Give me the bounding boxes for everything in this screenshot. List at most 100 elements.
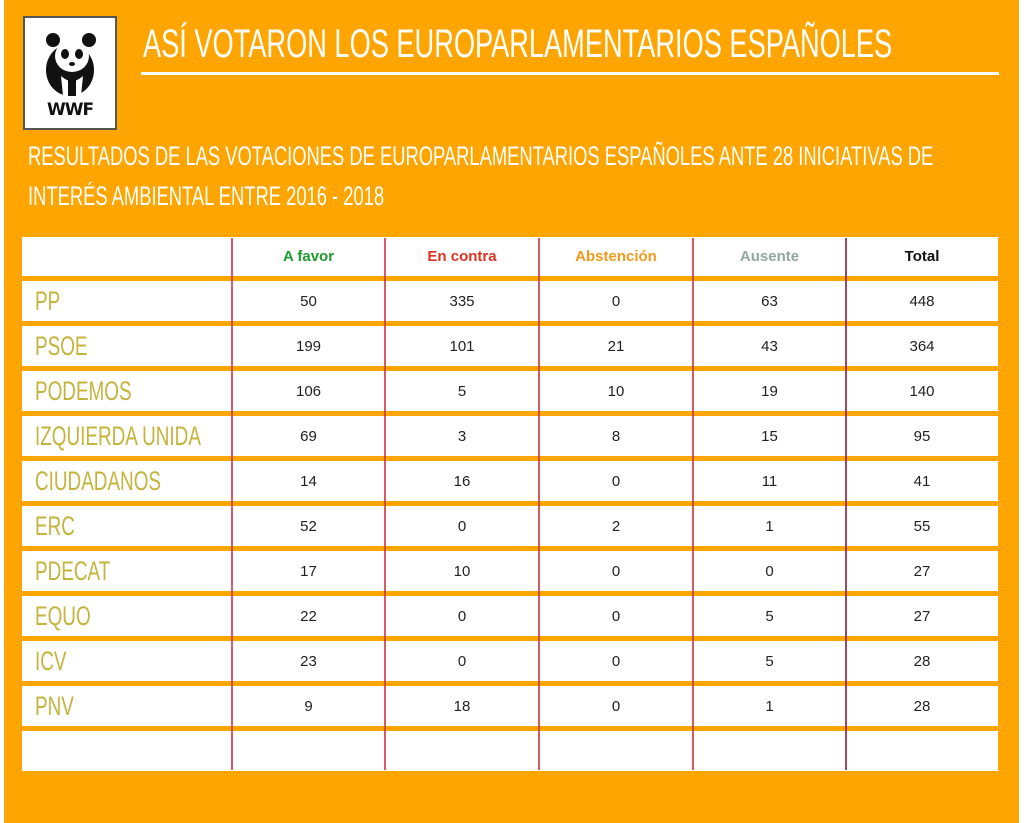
subtitle-line-1: RESULTADOS DE LAS VOTACIONES DE EUROPARL… — [28, 141, 934, 171]
party-name: PSOE — [35, 326, 110, 366]
value-cell: 0 — [611, 472, 621, 490]
value-cell: 5 — [765, 607, 774, 625]
table-row: ERC 52 0 2 1 55 — [22, 506, 998, 546]
party-label: ICV — [35, 645, 67, 676]
column-header: A favor — [282, 248, 335, 265]
value-cell: 0 — [457, 652, 467, 670]
value-cell: 9 — [304, 697, 313, 715]
table-row: PDECAT 17 10 0 0 27 — [22, 551, 998, 591]
column-divider — [845, 238, 847, 770]
value-cell: 335 — [449, 292, 475, 310]
value-cell: 15 — [761, 427, 778, 445]
value-cell: 55 — [913, 517, 931, 535]
value-cell: 2 — [611, 517, 621, 535]
value-cell: 1 — [765, 697, 774, 715]
table-row: PSOE 199 101 21 43 364 — [22, 326, 998, 366]
wwf-logo: WWF — [23, 16, 117, 130]
value-cell: 0 — [611, 562, 621, 580]
value-cell: 199 — [295, 337, 322, 355]
value-cell: 101 — [449, 337, 475, 355]
party-label: PNV — [35, 690, 74, 721]
value-cell: 448 — [909, 292, 935, 310]
panda-icon — [46, 33, 96, 96]
party-name: EQUO — [35, 596, 115, 636]
party-label: PDECAT — [35, 555, 111, 586]
party-label: EQUO — [35, 600, 91, 631]
value-cell: 1 — [765, 517, 774, 535]
value-cell: 5 — [457, 382, 467, 400]
value-cell: 52 — [300, 517, 317, 535]
value-cell: 69 — [300, 427, 317, 445]
value-cell: 28 — [913, 697, 931, 715]
party-name: CIUDADANOS — [35, 461, 215, 501]
value-cell: 0 — [457, 517, 467, 535]
column-divider — [231, 238, 233, 770]
table-row: PNV 9 18 0 1 28 — [22, 686, 998, 726]
table-row: PODEMOS 106 5 10 19 140 — [22, 371, 998, 411]
value-cell: 364 — [909, 337, 935, 355]
column-header: Abstención — [575, 248, 657, 265]
value-cell: 22 — [300, 607, 317, 625]
value-cell: 140 — [909, 382, 935, 400]
column-header: Ausente — [739, 248, 800, 265]
table-row: EQUO 22 0 0 5 27 — [22, 596, 998, 636]
value-cell: 0 — [611, 607, 621, 625]
value-cell: 8 — [611, 427, 621, 445]
column-header: Total — [904, 248, 940, 265]
value-cell: 27 — [913, 607, 931, 625]
subtitle-line-2: INTERÉS AMBIENTAL ENTRE 2016 - 2018 — [28, 181, 385, 211]
value-cell: 18 — [453, 697, 471, 715]
value-cell: 27 — [913, 562, 931, 580]
value-cell: 10 — [453, 562, 471, 580]
value-cell: 0 — [611, 292, 621, 310]
empty-row — [22, 731, 998, 771]
wwf-logo-text: WWF — [46, 100, 94, 120]
value-cell: 63 — [761, 292, 778, 310]
title-underline — [141, 72, 999, 75]
party-label: IZQUIERDA UNIDA — [35, 420, 201, 451]
column-divider — [692, 238, 694, 770]
value-cell: 0 — [457, 607, 467, 625]
value-cell: 41 — [913, 472, 931, 490]
value-cell: 3 — [457, 427, 467, 445]
value-cell: 106 — [295, 382, 322, 400]
value-cell: 0 — [611, 652, 621, 670]
column-header: En contra — [427, 248, 497, 265]
column-divider — [538, 238, 540, 770]
value-cell: 43 — [761, 337, 778, 355]
party-label: PSOE — [35, 330, 88, 361]
table-row: IZQUIERDA UNIDA 69 3 8 15 95 — [22, 416, 998, 456]
page-title: ASÍ VOTARON LOS EUROPARLAMENTARIOS ESPAÑ… — [143, 22, 893, 66]
party-label: PODEMOS — [35, 375, 132, 406]
table-header-row: A favor En contra Abstención Ausente Total — [22, 237, 998, 276]
value-cell: 17 — [300, 562, 317, 580]
party-name: ICV — [35, 641, 80, 681]
party-name: PODEMOS — [35, 371, 173, 411]
party-label: CIUDADANOS — [35, 465, 162, 496]
value-cell: 5 — [765, 652, 774, 670]
party-label: ERC — [35, 510, 75, 541]
value-cell: 11 — [761, 472, 778, 490]
value-cell: 28 — [913, 652, 931, 670]
column-divider — [384, 238, 386, 770]
value-cell: 21 — [607, 337, 625, 355]
value-cell: 16 — [453, 472, 471, 490]
value-cell: 14 — [300, 472, 317, 490]
value-cell: 0 — [765, 562, 774, 580]
value-cell: 95 — [913, 427, 931, 445]
value-cell: 10 — [607, 382, 625, 400]
party-name: IZQUIERDA UNIDA — [35, 416, 272, 456]
infographic-panel — [4, 0, 1019, 823]
party-name: PDECAT — [35, 551, 143, 591]
table-row: CIUDADANOS 14 16 0 11 41 — [22, 461, 998, 501]
party-label: PP — [35, 285, 61, 316]
party-name: ERC — [35, 506, 92, 546]
table-row: ICV 23 0 0 5 28 — [22, 641, 998, 681]
value-cell: 50 — [300, 292, 317, 310]
party-name: PP — [35, 281, 71, 321]
value-cell: 23 — [300, 652, 317, 670]
value-cell: 19 — [761, 382, 778, 400]
table-row: PP 50 335 0 63 448 — [22, 281, 998, 321]
value-cell: 0 — [611, 697, 621, 715]
party-name: PNV — [35, 686, 91, 726]
